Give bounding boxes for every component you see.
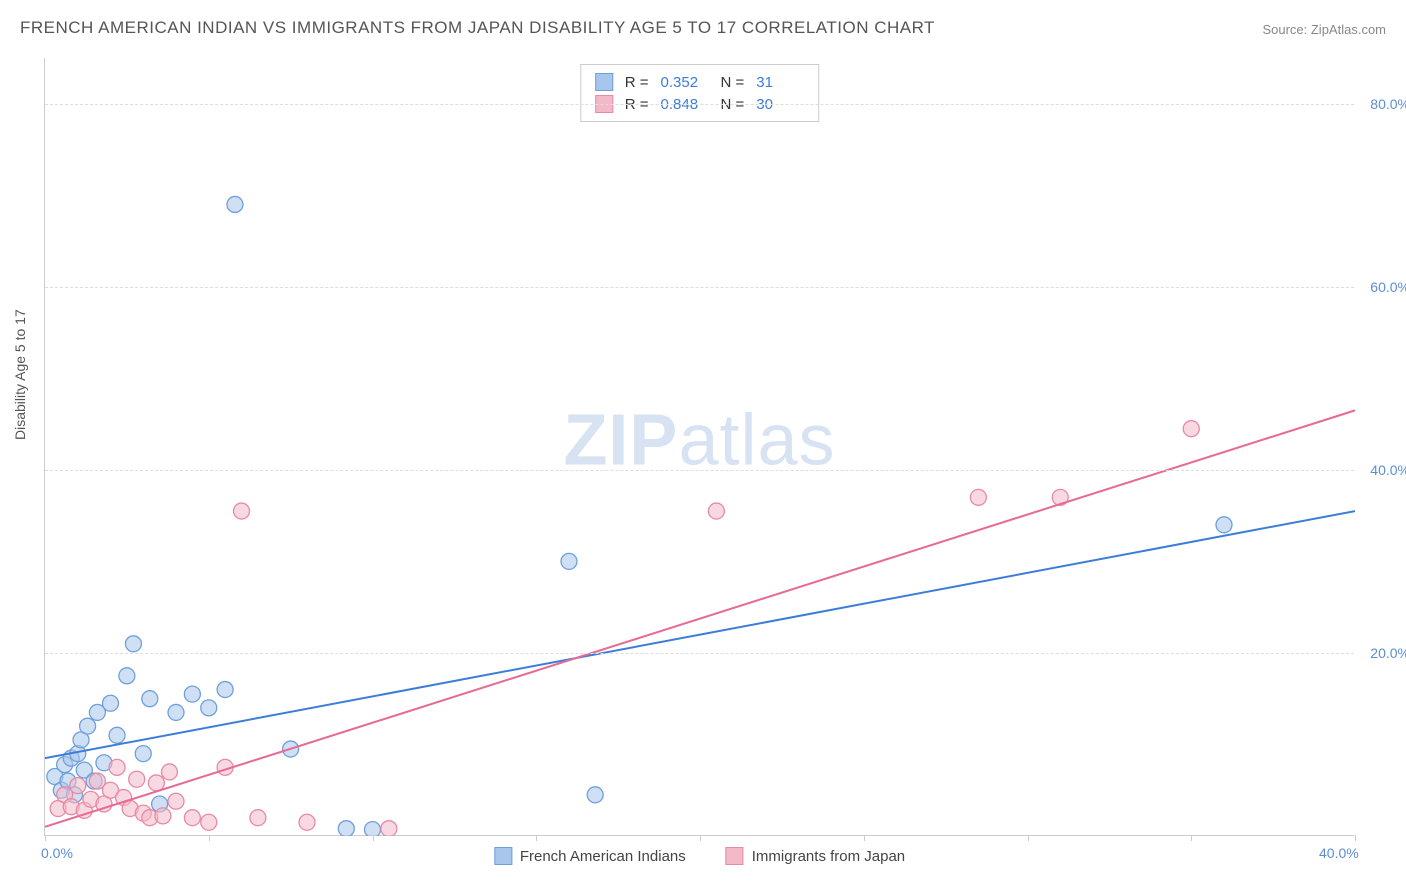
data-point	[168, 704, 184, 720]
data-point	[184, 810, 200, 826]
x-tick	[864, 835, 865, 841]
legend-swatch	[595, 73, 613, 91]
data-point	[155, 808, 171, 824]
y-tick-label: 80.0%	[1370, 96, 1406, 112]
gridline	[45, 287, 1354, 288]
data-point	[80, 718, 96, 734]
x-tick	[373, 835, 374, 841]
x-tick-label: 40.0%	[1319, 845, 1359, 861]
source-label: Source: ZipAtlas.com	[1262, 22, 1386, 37]
trend-line	[45, 511, 1355, 758]
data-point	[168, 793, 184, 809]
data-point	[338, 821, 354, 836]
data-point	[227, 196, 243, 212]
data-point	[142, 691, 158, 707]
data-point	[201, 814, 217, 830]
data-point	[234, 503, 250, 519]
x-tick	[1355, 835, 1356, 841]
plot-svg	[45, 58, 1355, 836]
data-point	[1216, 517, 1232, 533]
y-tick-label: 60.0%	[1370, 279, 1406, 295]
x-tick	[700, 835, 701, 841]
chart-container: FRENCH AMERICAN INDIAN VS IMMIGRANTS FRO…	[0, 0, 1406, 892]
y-tick-label: 20.0%	[1370, 645, 1406, 661]
legend-n-value: 31	[756, 74, 804, 91]
legend-series: French American Indians Immigrants from …	[494, 847, 905, 865]
x-tick	[209, 835, 210, 841]
y-axis-label: Disability Age 5 to 17	[12, 309, 28, 440]
data-point	[119, 668, 135, 684]
data-point	[109, 759, 125, 775]
x-tick-label: 0.0%	[41, 845, 73, 861]
data-point	[587, 787, 603, 803]
data-point	[70, 778, 86, 794]
data-point	[125, 636, 141, 652]
data-point	[970, 489, 986, 505]
data-point	[201, 700, 217, 716]
legend-series-item: Immigrants from Japan	[726, 847, 905, 865]
legend-r-label: R =	[625, 74, 649, 91]
legend-series-label: Immigrants from Japan	[752, 848, 905, 865]
data-point	[1183, 421, 1199, 437]
x-tick	[1028, 835, 1029, 841]
data-point	[148, 775, 164, 791]
data-point	[381, 821, 397, 836]
legend-n-label: N =	[721, 74, 745, 91]
data-point	[135, 746, 151, 762]
x-tick	[536, 835, 537, 841]
legend-series-label: French American Indians	[520, 848, 686, 865]
trend-line	[45, 410, 1355, 826]
data-point	[161, 764, 177, 780]
legend-swatch	[494, 847, 512, 865]
data-point	[250, 810, 266, 826]
x-tick	[1191, 835, 1192, 841]
gridline	[45, 470, 1354, 471]
x-tick	[45, 835, 46, 841]
data-point	[708, 503, 724, 519]
legend-row: R = 0.352 N = 31	[595, 71, 805, 93]
plot-area: ZIPatlas R = 0.352 N = 31 R = 0.848 N = …	[44, 58, 1354, 836]
chart-title: FRENCH AMERICAN INDIAN VS IMMIGRANTS FRO…	[20, 18, 935, 38]
data-point	[103, 695, 119, 711]
data-point	[217, 682, 233, 698]
y-tick-label: 40.0%	[1370, 462, 1406, 478]
data-point	[184, 686, 200, 702]
legend-correlation: R = 0.352 N = 31 R = 0.848 N = 30	[580, 64, 820, 122]
gridline	[45, 104, 1354, 105]
legend-r-value: 0.352	[661, 74, 709, 91]
data-point	[129, 771, 145, 787]
data-point	[109, 727, 125, 743]
data-point	[365, 822, 381, 836]
legend-swatch	[726, 847, 744, 865]
data-point	[299, 814, 315, 830]
data-point	[561, 553, 577, 569]
gridline	[45, 653, 1354, 654]
legend-series-item: French American Indians	[494, 847, 686, 865]
